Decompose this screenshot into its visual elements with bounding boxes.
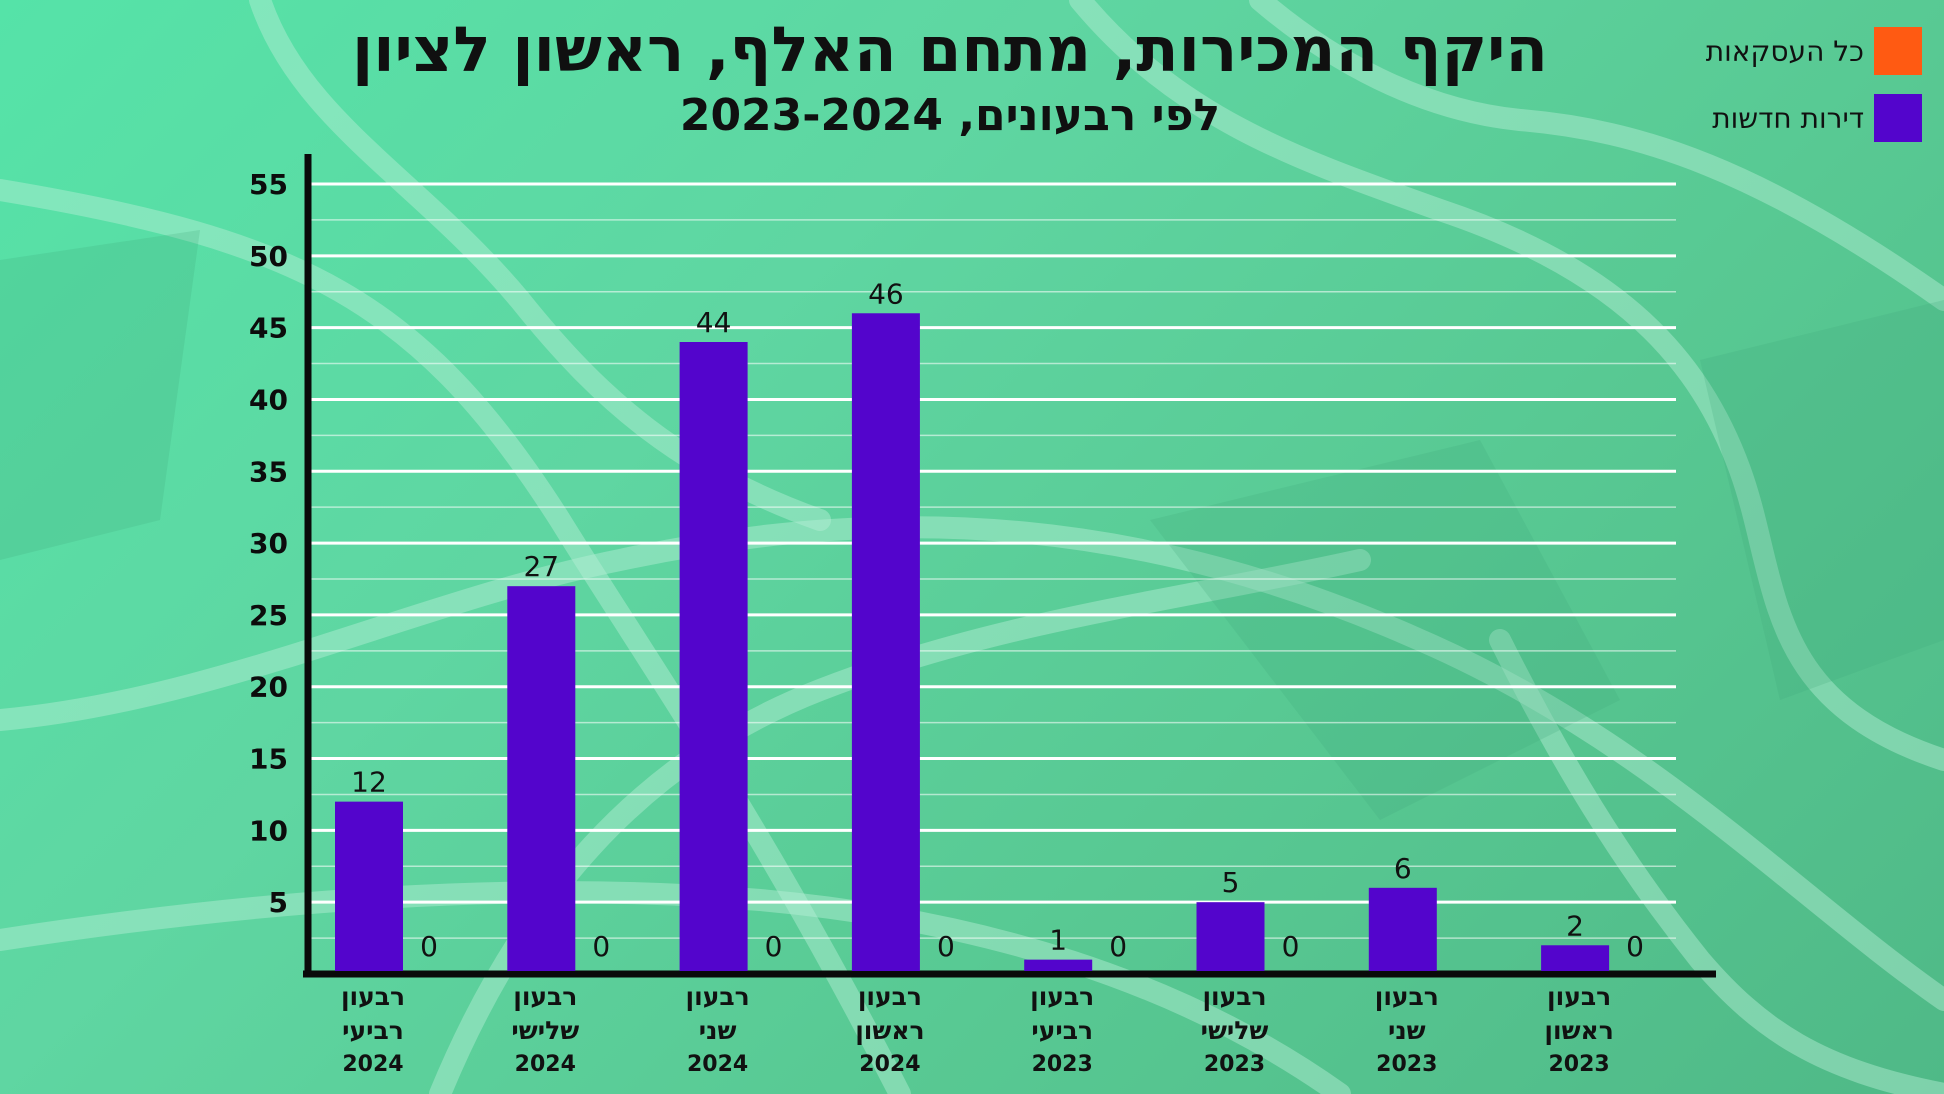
chart-title: היקף המכירות, מתחם האלף, ראשון לציון [351,13,1549,86]
x-category-line1: רבעון [1547,982,1612,1011]
y-tick-label: 55 [249,168,288,201]
y-tick-label: 40 [249,383,288,416]
x-category-line1: רבעון [685,982,750,1011]
data-label-all-transactions: 0 [937,930,955,963]
x-category-label: רבעון שני 2024 [643,980,793,1082]
x-category-label: רבעון רביעי 2024 [298,980,448,1082]
x-category-year: 2024 [342,1052,404,1077]
x-category-year: 2023 [1031,1052,1093,1077]
x-category-line1: רבעון [857,982,922,1011]
data-label-all-transactions: 0 [1626,930,1644,963]
y-tick-label: 5 [269,886,288,919]
legend-item-new-apartments: דירות חדשות [1712,94,1922,142]
x-category-line1: רבעון [1030,982,1095,1011]
x-category-year: 2023 [1376,1052,1438,1077]
legend-swatch-new-apartments [1874,94,1922,142]
x-category-label: רבעון שני 2023 [1332,980,1482,1082]
x-category-label: רבעון ראשון 2023 [1504,980,1654,1082]
data-label-all-transactions: 0 [765,930,783,963]
x-category-line2: שלישי [511,1016,580,1045]
legend-item-all-transactions: כל העסקאות [1706,27,1922,75]
legend-label-new-apartments: דירות חדשות [1712,101,1864,135]
x-category-year: 2024 [514,1052,576,1077]
x-category-year: 2024 [859,1052,921,1077]
x-category-label: רבעון ראשון 2024 [815,980,965,1082]
x-category-year: 2024 [686,1052,749,1077]
bar-new-apartments [1196,902,1265,971]
bar-new-apartments [1368,887,1437,971]
x-category-label: רבעון שלישי 2024 [470,980,620,1082]
x-category-line1: רבעון [340,982,406,1011]
x-category-year: 2023 [1548,1052,1610,1077]
data-label-new-apartments: 12 [351,766,387,799]
x-category-line2: שלישי [1200,1016,1269,1045]
x-category-line1: רבעון [1374,982,1439,1011]
x-category-line2: רביעי [1031,1016,1094,1045]
y-tick-label: 15 [249,743,288,776]
x-category-line1: רבעון [1202,982,1267,1011]
y-tick-label: 50 [249,240,288,273]
data-label-all-transactions: 0 [1109,930,1127,963]
bar-new-apartments [1541,945,1610,971]
data-label-new-apartments: 1 [1049,924,1067,957]
data-label-new-apartments: 5 [1222,866,1240,899]
data-label-new-apartments: 27 [523,550,559,583]
x-category-line2: רביעי [342,1016,404,1045]
y-tick-label: 45 [249,312,288,345]
data-label-all-transactions: 0 [592,930,610,963]
bar-new-apartments [851,313,920,972]
y-tick-label: 30 [249,527,288,560]
bar-new-apartments [507,586,576,971]
bar-new-apartments [1024,959,1093,971]
data-label-new-apartments: 46 [868,277,904,310]
legend-label-all-transactions: כל העסקאות [1705,34,1864,68]
y-tick-label: 35 [249,455,288,488]
legend-swatch-all-transactions [1874,27,1922,75]
x-category-line2: שני [1387,1016,1426,1045]
chart-subtitle: לפי רבעונים, 2023-2024 [679,90,1221,141]
y-tick-label: 25 [249,599,288,632]
x-category-label: רבעון רביעי 2023 [987,980,1137,1082]
x-category-line2: ראשון [855,1016,925,1045]
x-category-year: 2023 [1203,1052,1266,1077]
data-label-new-apartments: 44 [696,306,732,339]
x-category-line1: רבעון [513,982,578,1011]
y-tick-label: 20 [249,671,288,704]
x-category-line2: ראשון [1544,1016,1614,1045]
x-category-label: רבעון שלישי 2023 [1160,980,1310,1082]
bar-new-apartments [335,801,403,971]
data-label-all-transactions: 0 [1282,930,1300,963]
x-category-line2: שני [698,1016,737,1045]
data-label-all-transactions: 0 [420,930,438,963]
y-tick-label: 10 [249,814,288,847]
data-label-new-apartments: 2 [1566,909,1584,942]
data-label-new-apartments: 6 [1394,852,1412,885]
bar-new-apartments [679,342,748,971]
